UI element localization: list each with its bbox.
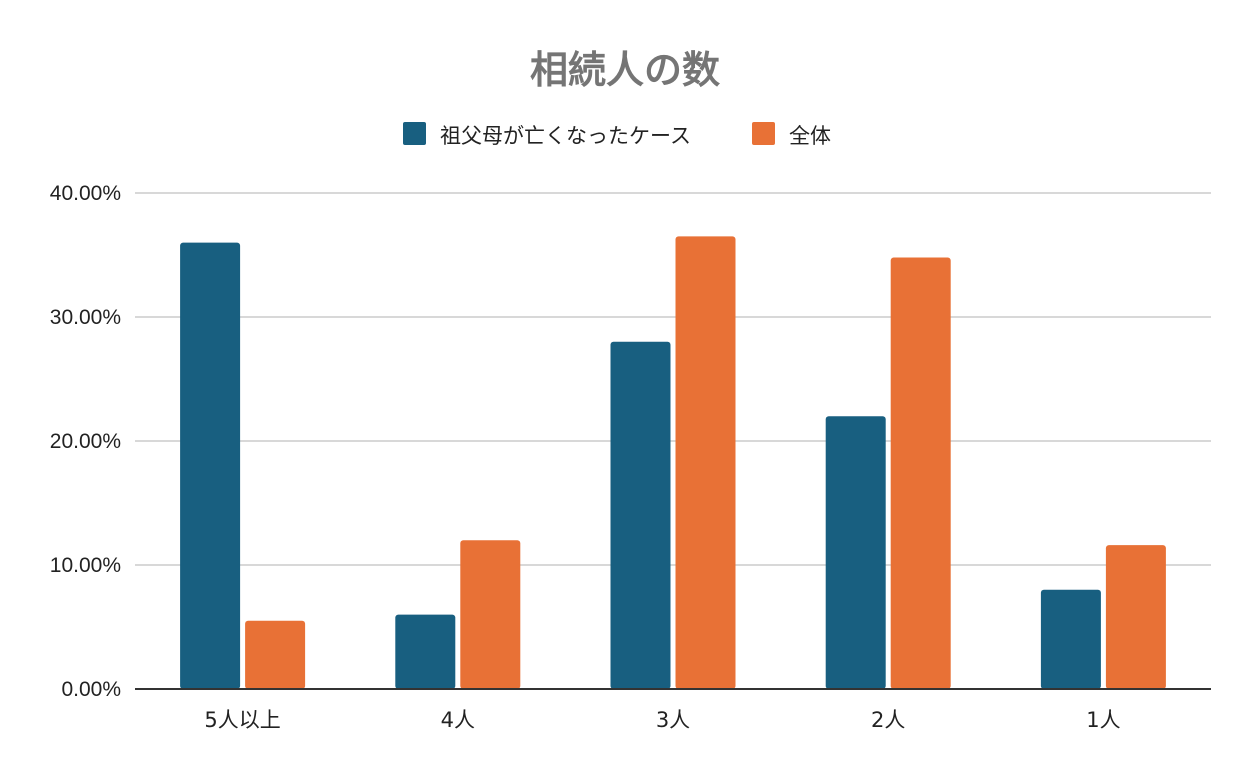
x-category-label: 1人: [1086, 708, 1120, 732]
x-category-label: 3人: [656, 708, 690, 732]
bar-series-2-5: [1105, 545, 1166, 689]
y-tick-label: 0.00%: [61, 678, 121, 701]
bars: [180, 236, 1166, 689]
y-tick-label: 40.00%: [50, 182, 121, 205]
legend-swatch-series-1: [403, 122, 426, 145]
bar-series-1-4: [825, 416, 886, 689]
bar-series-1-5: [1040, 589, 1101, 689]
bar-series-1-3: [610, 341, 671, 689]
y-tick-label: 30.00%: [50, 306, 121, 329]
legend-swatch-series-2: [752, 122, 775, 145]
legend: 祖父母が亡くなったケース 全体: [403, 122, 831, 148]
bar-series-1-1: [180, 242, 241, 689]
bar-series-2-1: [245, 620, 306, 689]
bar-series-1-2: [395, 614, 456, 689]
y-axis-ticks: 0.00% 10.00% 20.00% 30.00% 40.00%: [50, 182, 121, 701]
x-category-label: 5人以上: [204, 708, 280, 732]
x-axis-categories: 5人以上 4人 3人 2人 1人: [204, 708, 1120, 732]
chart-title: 相続人の数: [530, 48, 720, 92]
bar-series-2-4: [890, 257, 951, 689]
x-category-label: 2人: [871, 708, 905, 732]
bar-series-2-2: [460, 540, 521, 689]
grid: [135, 192, 1211, 566]
legend-label-series-2: 全体: [789, 124, 831, 148]
y-tick-label: 20.00%: [50, 430, 121, 453]
bar-series-2-3: [675, 236, 736, 689]
legend-label-series-1: 祖父母が亡くなったケース: [440, 124, 691, 148]
x-category-label: 4人: [441, 708, 475, 732]
y-tick-label: 10.00%: [50, 554, 121, 577]
